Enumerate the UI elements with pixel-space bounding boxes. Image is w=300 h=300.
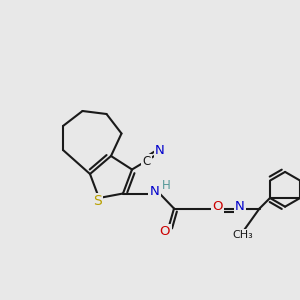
Text: N: N [235, 200, 245, 213]
Text: H: H [162, 178, 171, 192]
Text: N: N [150, 184, 159, 198]
Text: C: C [142, 155, 151, 169]
Text: S: S [93, 194, 102, 208]
Text: N: N [155, 144, 165, 158]
Text: O: O [212, 200, 223, 213]
Text: CH₃: CH₃ [232, 230, 254, 240]
Text: O: O [160, 225, 170, 239]
